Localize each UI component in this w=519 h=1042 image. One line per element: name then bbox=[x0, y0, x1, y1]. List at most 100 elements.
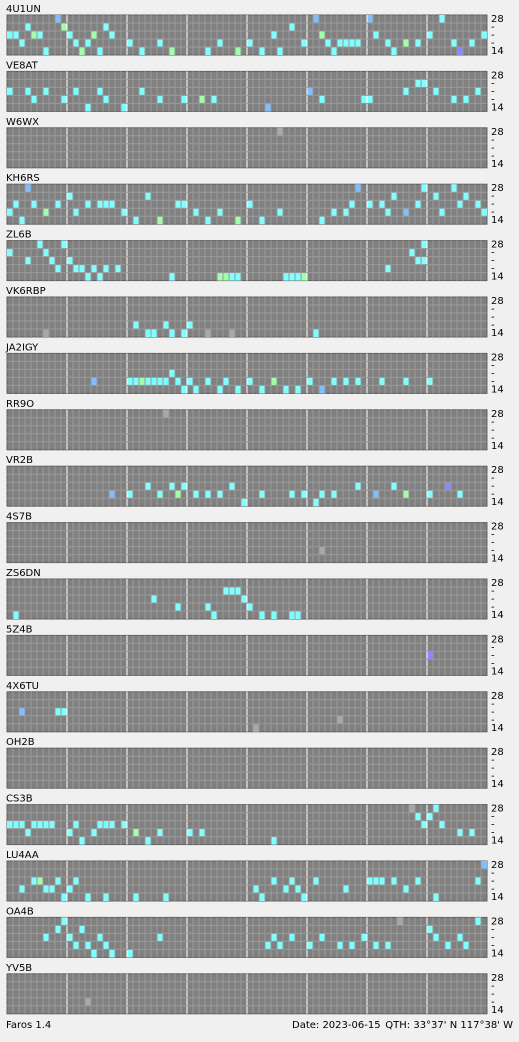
beacon-hit bbox=[73, 820, 79, 829]
beacon-hit bbox=[367, 200, 373, 209]
beacon-hit bbox=[139, 47, 145, 55]
band-label: - bbox=[491, 642, 495, 653]
beacon-hit bbox=[313, 329, 319, 337]
band-label: 28 bbox=[491, 240, 504, 251]
beacon-hit bbox=[421, 79, 427, 88]
beacon-hit bbox=[409, 248, 415, 257]
beacon-hit bbox=[205, 329, 211, 337]
beacon-call: YV5B bbox=[5, 963, 32, 974]
beacon-hit bbox=[145, 329, 151, 337]
beacon-hit bbox=[85, 200, 91, 209]
beacon-hit bbox=[463, 95, 469, 104]
beacon-hit bbox=[313, 498, 319, 507]
beacon-hit bbox=[151, 377, 157, 386]
beacon-hit bbox=[319, 385, 325, 394]
beacon-hit bbox=[115, 264, 121, 273]
beacon-hit bbox=[37, 820, 43, 829]
beacon-hit bbox=[55, 707, 61, 716]
beacon-hit bbox=[457, 47, 463, 55]
beacon-hit bbox=[7, 31, 13, 39]
beacon-hit bbox=[91, 949, 97, 958]
beacon-hit bbox=[373, 31, 379, 39]
band-label: 14 bbox=[491, 1005, 504, 1016]
beacon-hit bbox=[403, 490, 409, 499]
beacon-hit bbox=[319, 31, 325, 39]
beacon-hit bbox=[7, 87, 13, 96]
beacon-hit bbox=[421, 256, 427, 265]
band-label: - bbox=[491, 594, 495, 605]
band-label: - bbox=[491, 30, 495, 41]
beacon-hit bbox=[43, 933, 49, 942]
beacon-call: 5Z4B bbox=[6, 624, 33, 635]
beacon-hit bbox=[97, 47, 103, 55]
beacon-hit bbox=[55, 200, 61, 209]
beacon-hit bbox=[241, 595, 247, 603]
band-label: 14 bbox=[491, 46, 504, 57]
beacon-hit bbox=[145, 377, 151, 386]
beacon-hit bbox=[427, 651, 433, 660]
beacon-hit bbox=[175, 200, 181, 209]
beacon-hit bbox=[421, 184, 427, 193]
band-label: - bbox=[491, 199, 495, 210]
beacon-hit bbox=[139, 377, 145, 386]
beacon-hit bbox=[91, 264, 97, 273]
beacon-call: JA2IGY bbox=[5, 342, 39, 353]
beacon-call: KH6RS bbox=[6, 173, 40, 184]
beacon-hit bbox=[37, 877, 43, 885]
beacon-hit bbox=[301, 893, 307, 901]
beacon-hit bbox=[307, 377, 313, 386]
beacon-hit bbox=[313, 877, 319, 885]
beacon-hit bbox=[175, 490, 181, 499]
band-label: - bbox=[491, 820, 495, 831]
beacon-hit bbox=[85, 997, 91, 1006]
beacon-hit bbox=[427, 812, 433, 821]
beacon-hit bbox=[67, 31, 73, 39]
beacon-hit bbox=[91, 377, 97, 386]
band-label: - bbox=[491, 417, 495, 428]
band-label: 28 bbox=[491, 916, 504, 927]
beacon-hit bbox=[295, 885, 301, 893]
band-label: 28 bbox=[491, 747, 504, 758]
beacon-hit bbox=[73, 264, 79, 273]
beacon-hit bbox=[79, 47, 85, 55]
beacon-hit bbox=[205, 216, 211, 225]
beacon-hit bbox=[379, 200, 385, 209]
beacon-hit bbox=[97, 820, 103, 829]
beacon-hit bbox=[37, 240, 43, 249]
beacon-hit bbox=[331, 47, 337, 55]
beacon-hit bbox=[361, 933, 367, 942]
beacon-hit bbox=[271, 377, 277, 386]
beacon-call: CS3B bbox=[6, 794, 33, 805]
beacon-hit bbox=[385, 264, 391, 273]
beacon-hit bbox=[199, 95, 205, 104]
beacon-hit bbox=[73, 941, 79, 950]
band-label: 14 bbox=[491, 554, 504, 565]
band-label: 28 bbox=[491, 409, 504, 420]
beacon-hit bbox=[181, 385, 187, 394]
beacon-hit bbox=[193, 208, 199, 217]
band-label: - bbox=[491, 207, 495, 218]
beacon-hit bbox=[355, 184, 361, 193]
band-label: 28 bbox=[491, 522, 504, 533]
beacon-hit bbox=[85, 893, 91, 901]
band-label: - bbox=[491, 320, 495, 331]
beacon-hit bbox=[259, 216, 265, 225]
beacon-hit bbox=[265, 103, 271, 112]
beacon-hit bbox=[25, 256, 31, 265]
beacon-hit bbox=[217, 208, 223, 217]
band-label: - bbox=[491, 94, 495, 105]
band-label: - bbox=[491, 997, 495, 1008]
band-label: - bbox=[491, 135, 495, 146]
beacon-hit bbox=[337, 39, 343, 47]
beacon-hit bbox=[457, 933, 463, 942]
beacon-hit bbox=[55, 264, 61, 273]
beacon-hit bbox=[475, 87, 481, 96]
beacon-call: VE8AT bbox=[6, 60, 39, 71]
beacon-hit bbox=[169, 482, 175, 491]
beacon-call: 4S7B bbox=[6, 512, 32, 523]
beacon-hit bbox=[433, 933, 439, 942]
beacon-hit bbox=[403, 885, 409, 893]
beacon-hit bbox=[385, 208, 391, 217]
beacon-hit bbox=[385, 941, 391, 950]
beacon-hit bbox=[181, 482, 187, 491]
